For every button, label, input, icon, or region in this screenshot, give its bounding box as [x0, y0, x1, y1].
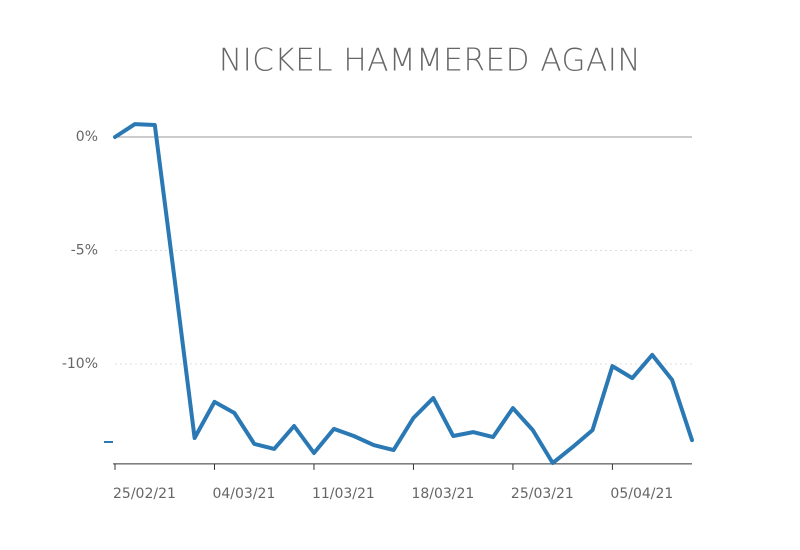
y-tick-label: -5% — [71, 243, 98, 259]
x-tick-label: 04/03/21 — [212, 486, 275, 502]
y-tick-label: 0% — [76, 129, 98, 145]
chart-title: NICKEL HAMMERED AGAIN — [219, 43, 641, 79]
x-tick-label: 05/04/21 — [610, 486, 673, 502]
x-tick-label: 11/03/21 — [312, 486, 375, 502]
x-tick-label: 18/03/21 — [411, 486, 474, 502]
line — [113, 122, 694, 465]
x-tick-label: 25/03/21 — [511, 486, 574, 502]
x-tick-label: 25/02/21 — [113, 486, 176, 502]
y-tick-label: -10% — [62, 356, 98, 372]
